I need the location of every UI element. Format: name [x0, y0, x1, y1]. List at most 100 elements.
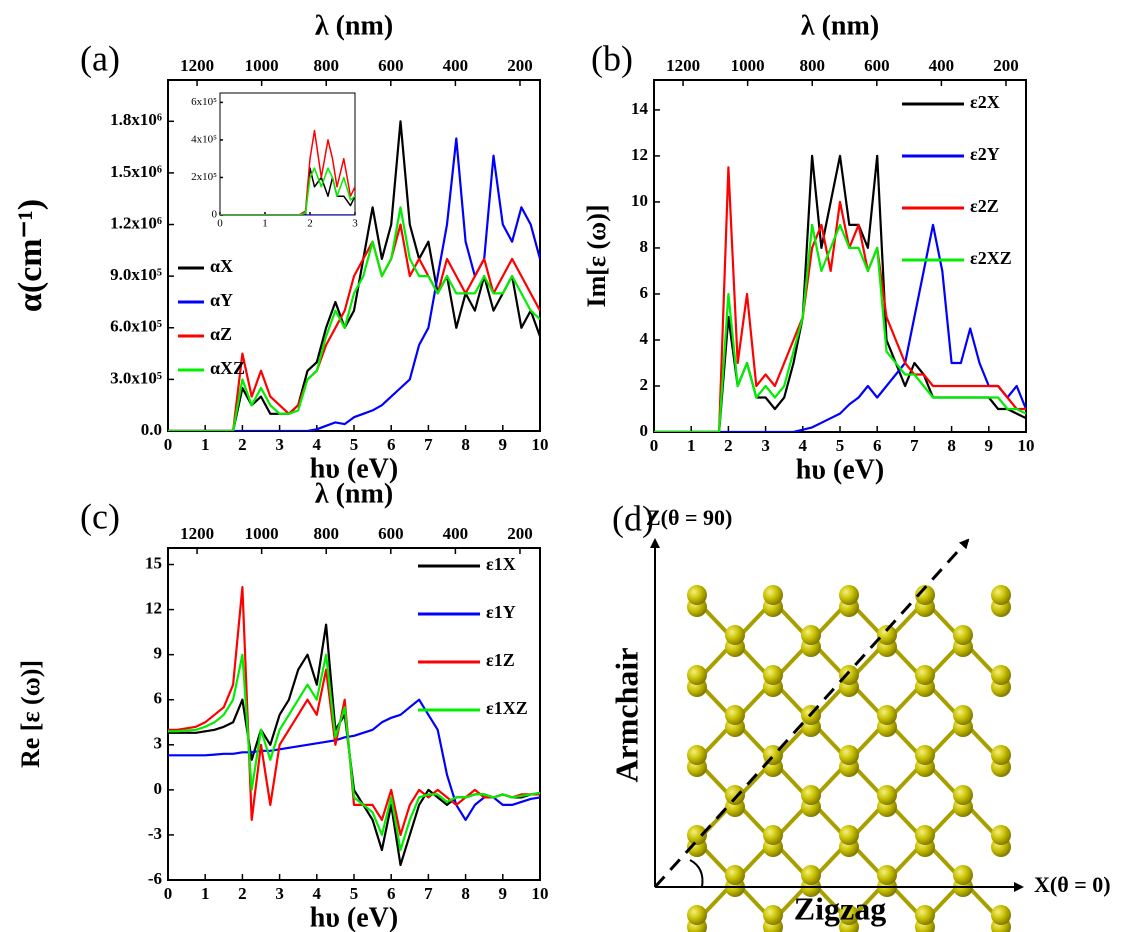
legend-label: ε1XZ: [486, 698, 528, 718]
x-tick-label: 3: [275, 435, 284, 454]
x-tick-label: 8: [461, 435, 470, 454]
y-tick-label: 2x10⁵: [191, 171, 217, 183]
atom: [915, 745, 935, 765]
x2-tick-label: 400: [443, 524, 469, 543]
series-line: [168, 586, 540, 836]
x-tick-label: 5: [836, 436, 845, 455]
atom: [801, 865, 821, 885]
x-tick-label: 2: [238, 884, 247, 903]
x-tick-label: 7: [424, 884, 433, 903]
series-line: [168, 223, 540, 431]
lattice-diagram: (d) Z(θ = 90) X(θ = 0) Armchair Zigzag: [608, 498, 1111, 932]
x-tick-label: 0: [650, 436, 659, 455]
x-tick-label: 6: [873, 436, 882, 455]
x-tick-label: 2: [724, 436, 733, 455]
atom: [877, 625, 897, 645]
y-tick-label: 8: [640, 237, 649, 256]
x-axis-title: hυ (eV): [310, 902, 398, 932]
series-line: [168, 653, 540, 852]
atom: [763, 825, 783, 845]
y-tick-label: -3: [148, 824, 162, 843]
atom: [725, 625, 745, 645]
zigzag-label: Zigzag: [794, 890, 886, 926]
atom: [915, 665, 935, 685]
series-line: [168, 698, 540, 821]
panel-label: (b): [591, 38, 633, 78]
legend-label: ε1X: [486, 554, 516, 574]
y-tick-label: 0.0: [141, 420, 162, 439]
y-tick-label: 0: [212, 209, 218, 221]
x-tick-label: 4: [313, 884, 322, 903]
series-line: [168, 206, 540, 431]
series-line: [654, 223, 1026, 432]
y-axis-title: Re [ε (ω)]: [16, 660, 45, 768]
x-tick-label: 10: [1018, 436, 1035, 455]
direction-arrow: [653, 538, 970, 889]
legend-label: αY: [210, 290, 233, 310]
atom: [915, 825, 935, 845]
atom: [839, 665, 859, 685]
x-tick-label: 1: [262, 218, 268, 230]
atom: [877, 705, 897, 725]
atom: [991, 665, 1011, 685]
x-tick-label: 1: [201, 435, 210, 454]
y-tick-label: 6x10⁵: [191, 96, 217, 108]
x2-tick-label: 1200: [180, 56, 214, 75]
x2-tick-label: 1000: [245, 524, 279, 543]
x2-tick-label: 200: [507, 56, 533, 75]
legend-label: αX: [210, 256, 233, 276]
y-tick-label: 1.5x10⁶: [110, 162, 162, 181]
atom: [763, 585, 783, 605]
atom: [991, 585, 1011, 605]
y-tick-label: 4x10⁵: [191, 133, 217, 145]
x-tick-label: 2: [238, 435, 247, 454]
series-line: [654, 166, 1026, 432]
x-tick-label: 5: [350, 435, 359, 454]
x-tick-label: 3: [761, 436, 770, 455]
legend-label: ε2Z: [970, 196, 999, 216]
x-tick-label: 0: [217, 218, 223, 230]
atom: [991, 905, 1011, 925]
series-line: [168, 120, 540, 431]
atom: [877, 865, 897, 885]
atom: [991, 825, 1011, 845]
y-tick-label: 12: [631, 145, 648, 164]
x-tick-label: 0: [164, 884, 173, 903]
z-axis-label: Z(θ = 90): [646, 505, 732, 530]
x2-tick-label: 800: [799, 56, 825, 75]
x-axis-label: X(θ = 0): [1034, 872, 1111, 897]
y-tick-label: 12: [145, 598, 162, 617]
atom: [725, 705, 745, 725]
x-tick-label: 1: [687, 436, 696, 455]
atom: [953, 865, 973, 885]
x2-tick-label: 800: [313, 56, 339, 75]
x2-tick-label: 400: [929, 56, 955, 75]
x-tick-label: 4: [313, 435, 322, 454]
series-line: [220, 129, 355, 215]
atom: [687, 665, 707, 685]
x-tick-label: 2: [307, 218, 313, 230]
x2-axis-title: λ (nm): [315, 478, 393, 509]
series-line: [168, 623, 540, 867]
legend-label: ε2XZ: [970, 248, 1012, 268]
atom: [953, 705, 973, 725]
atom: [687, 745, 707, 765]
y-tick-label: 15: [145, 553, 162, 572]
y-axis-title: α(cm⁻¹): [12, 199, 49, 312]
y-tick-label: 9.0x10⁵: [110, 265, 162, 284]
x2-tick-label: 800: [313, 524, 339, 543]
y-tick-label: 6: [640, 283, 649, 302]
x2-tick-label: 200: [993, 56, 1019, 75]
atom: [839, 745, 859, 765]
x-tick-label: 10: [532, 435, 549, 454]
x-tick-label: 3: [352, 218, 358, 230]
x2-tick-label: 1000: [731, 56, 765, 75]
y-tick-label: 0: [640, 421, 649, 440]
x-tick-label: 9: [499, 884, 508, 903]
y-tick-label: 0: [154, 779, 163, 798]
atom: [877, 785, 897, 805]
atom: [839, 825, 859, 845]
x-tick-label: 8: [947, 436, 956, 455]
legend-label: ε1Y: [486, 602, 516, 622]
